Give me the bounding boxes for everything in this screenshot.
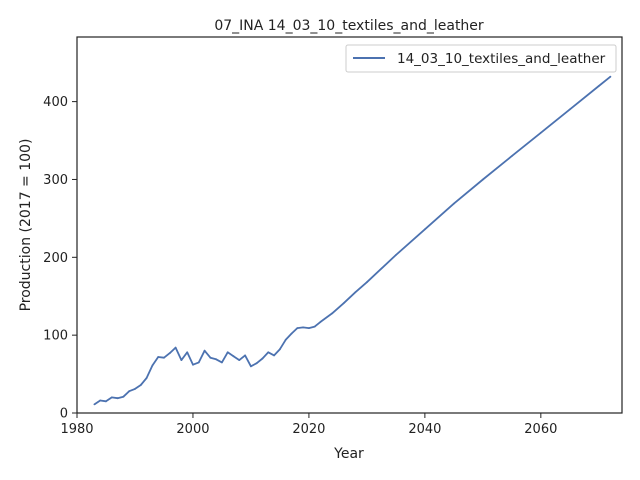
data-point bbox=[110, 396, 113, 399]
x-tick-label: 2020 bbox=[292, 422, 325, 437]
data-point bbox=[122, 395, 125, 398]
data-point bbox=[99, 399, 102, 402]
x-axis-label: Year bbox=[333, 446, 364, 462]
y-tick-label: 200 bbox=[43, 251, 68, 266]
x-tick-label: 2000 bbox=[176, 422, 209, 437]
data-point bbox=[244, 354, 247, 357]
data-point bbox=[395, 254, 397, 256]
data-point bbox=[186, 351, 189, 354]
data-point bbox=[453, 202, 455, 205]
series-layer bbox=[93, 75, 612, 406]
data-point bbox=[279, 348, 281, 351]
data-point bbox=[215, 358, 218, 361]
data-point bbox=[597, 85, 600, 87]
data-point bbox=[296, 327, 299, 329]
data-point bbox=[342, 302, 345, 305]
data-point bbox=[139, 384, 142, 386]
data-point bbox=[267, 351, 270, 354]
data-point bbox=[174, 346, 177, 349]
data-point bbox=[313, 325, 316, 328]
data-point bbox=[151, 364, 154, 367]
data-point bbox=[366, 281, 368, 284]
data-point bbox=[261, 357, 264, 360]
y-axis-label: Production (2017 = 100) bbox=[18, 139, 34, 312]
data-point bbox=[93, 403, 96, 406]
x-tick-label: 2060 bbox=[524, 422, 557, 437]
data-point bbox=[302, 326, 304, 329]
data-point bbox=[284, 338, 287, 341]
data-point bbox=[180, 359, 183, 361]
data-point bbox=[331, 312, 333, 315]
plot-area bbox=[76, 36, 623, 414]
data-point bbox=[308, 327, 310, 329]
data-point bbox=[145, 377, 148, 379]
x-axis: 1980 2000 2020 2040 2060 bbox=[60, 413, 557, 437]
data-point bbox=[539, 131, 542, 134]
y-axis: 0 100 200 300 400 bbox=[43, 95, 77, 422]
data-point bbox=[510, 155, 513, 158]
x-tick-label: 1980 bbox=[60, 422, 93, 437]
data-point bbox=[232, 355, 235, 358]
data-point bbox=[192, 363, 194, 366]
data-point bbox=[134, 388, 136, 390]
data-point bbox=[157, 356, 160, 358]
data-point bbox=[609, 75, 612, 78]
data-point bbox=[128, 390, 131, 393]
data-point bbox=[197, 361, 200, 364]
data-point bbox=[568, 108, 571, 111]
data-point bbox=[203, 349, 206, 352]
legend-label: 14_03_10_textiles_and_leather bbox=[397, 51, 606, 67]
data-point bbox=[105, 400, 107, 403]
data-point bbox=[168, 352, 171, 354]
data-point bbox=[290, 332, 293, 335]
data-point bbox=[319, 321, 322, 323]
data-point bbox=[226, 351, 229, 354]
data-point bbox=[116, 397, 119, 400]
plot-frame bbox=[76, 36, 623, 414]
y-tick-label: 100 bbox=[43, 329, 68, 344]
data-point bbox=[163, 356, 165, 359]
data-point bbox=[250, 365, 252, 368]
y-tick-label: 0 bbox=[60, 407, 68, 422]
data-point bbox=[354, 291, 357, 294]
data-point bbox=[424, 228, 426, 231]
data-point bbox=[482, 178, 484, 181]
legend: 14_03_10_textiles_and_leather bbox=[345, 44, 617, 73]
data-point bbox=[238, 359, 241, 361]
data-point bbox=[209, 356, 212, 359]
series-line-0 bbox=[93, 75, 611, 406]
y-tick-label: 300 bbox=[43, 173, 68, 188]
data-point bbox=[255, 362, 258, 365]
x-tick-label: 2040 bbox=[408, 422, 441, 437]
data-point bbox=[273, 354, 275, 357]
legend-box bbox=[345, 44, 617, 73]
data-point bbox=[221, 361, 223, 364]
y-tick-label: 400 bbox=[43, 95, 68, 110]
chart-title: 07_INA 14_03_10_textiles_and_leather bbox=[214, 18, 484, 34]
